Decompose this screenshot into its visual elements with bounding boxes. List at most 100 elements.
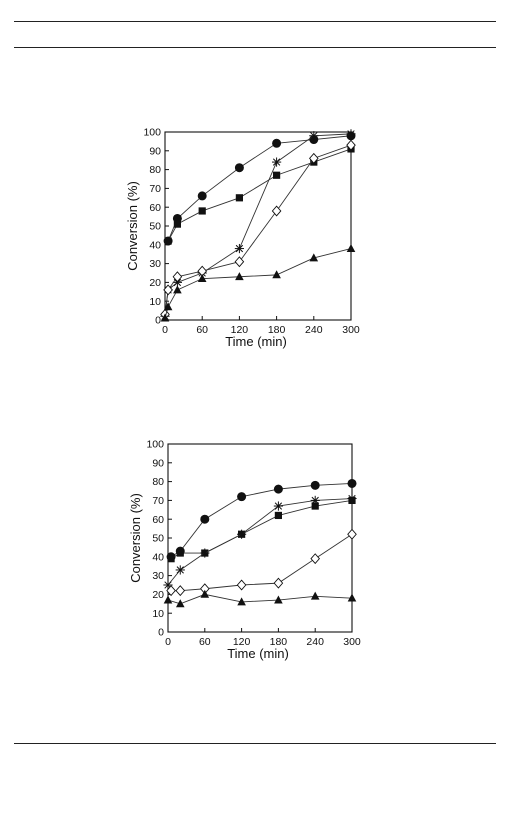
header-rule-bottom [14,47,496,48]
data-point [274,511,282,520]
data-point [347,593,357,602]
y-tick-label: 70 [149,183,161,195]
y-tick-label: 40 [152,551,164,563]
x-tick-label: 180 [270,636,288,648]
data-point [175,585,186,597]
series-diamond-open [160,139,356,320]
y-axis-label: Conversion (%) [125,181,140,271]
data-point [236,579,247,591]
data-point [164,237,172,245]
data-point [272,138,282,148]
data-point [272,270,281,279]
data-point [197,191,207,201]
series-square-filled [167,496,356,563]
series-line [167,148,352,242]
x-tick-label: 60 [196,324,208,336]
data-point [347,493,357,504]
data-point [273,501,283,511]
data-point [235,272,244,281]
series-diamond-open [166,528,357,597]
data-point [273,577,284,589]
series-square-filled [164,145,355,245]
series-line [167,498,353,586]
data-point [346,243,356,252]
x-axis-label: Time (min) [227,646,289,661]
plot-frame [164,131,352,321]
y-tick-label: 50 [152,533,164,545]
x-tick-label: 0 [165,636,171,648]
data-point [237,529,247,539]
data-point [311,502,319,510]
series-line [170,499,353,560]
data-point [273,171,281,179]
data-point [237,597,246,606]
data-point [163,595,173,604]
series-line [164,144,352,315]
x-tick-label: 180 [268,324,286,336]
data-point [273,484,283,494]
y-tick-label: 40 [149,239,161,251]
data-point [310,495,320,505]
data-point [309,131,319,141]
series-line [171,533,353,592]
data-point [347,528,357,540]
y-tick-label: 50 [149,221,161,233]
data-point [272,157,282,167]
data-point [173,285,182,294]
y-tick-label: 30 [152,570,164,582]
plot-frame [167,443,353,633]
y-tick-label: 80 [149,164,161,176]
data-point [234,163,244,173]
x-tick-label: 120 [231,324,249,336]
data-point [163,302,173,311]
series-line [164,133,352,317]
y-tick-label: 0 [155,315,161,327]
data-point [309,152,319,164]
x-tick-label: 300 [342,324,360,336]
y-axis-label: Conversion (%) [128,493,143,583]
y-tick-label: 80 [152,476,164,488]
y-tick-label: 10 [149,296,161,308]
conversion-chart-top: 0 10 20 30 40 50 60 70 80 90 100 0 60 120 180 240 300 Tim… [125,127,360,349]
y-tick-label: 100 [146,439,164,451]
x-tick-label: 240 [306,636,324,648]
data-point [234,243,244,254]
data-point [173,220,181,228]
data-point [347,478,357,488]
header-rule-top [14,21,496,22]
data-point [310,553,320,565]
x-tick-label: 0 [162,324,168,336]
data-point [310,591,320,600]
x-tick-label: 300 [343,636,361,648]
series-triangle-filled [163,589,357,608]
x-tick-label: 240 [305,324,323,336]
series-line [170,483,353,558]
data-point [200,548,210,558]
data-point [167,555,175,563]
series-line [164,248,352,319]
data-point [346,139,356,151]
series-circle-filled [166,478,357,562]
series-line [167,593,353,605]
y-tick-label: 30 [149,258,161,270]
data-point [235,194,243,202]
data-point [163,284,173,296]
y-tick-label: 90 [152,457,164,469]
data-point [200,514,210,524]
y-tick-label: 10 [152,608,164,620]
data-point [197,274,207,283]
data-point [346,129,356,139]
x-tick-label: 60 [199,636,211,648]
series-line [167,135,352,242]
data-point [234,256,245,268]
data-point [172,271,183,283]
y-tick-label: 70 [152,495,164,507]
data-point [198,207,206,215]
x-axis-label: Time (min) [225,334,287,349]
footer-rule [14,743,496,744]
series-triangle-filled [160,243,356,322]
data-point [310,480,320,490]
y-tick-label: 0 [158,627,164,639]
data-point [175,565,185,575]
x-tick-label: 120 [233,636,251,648]
